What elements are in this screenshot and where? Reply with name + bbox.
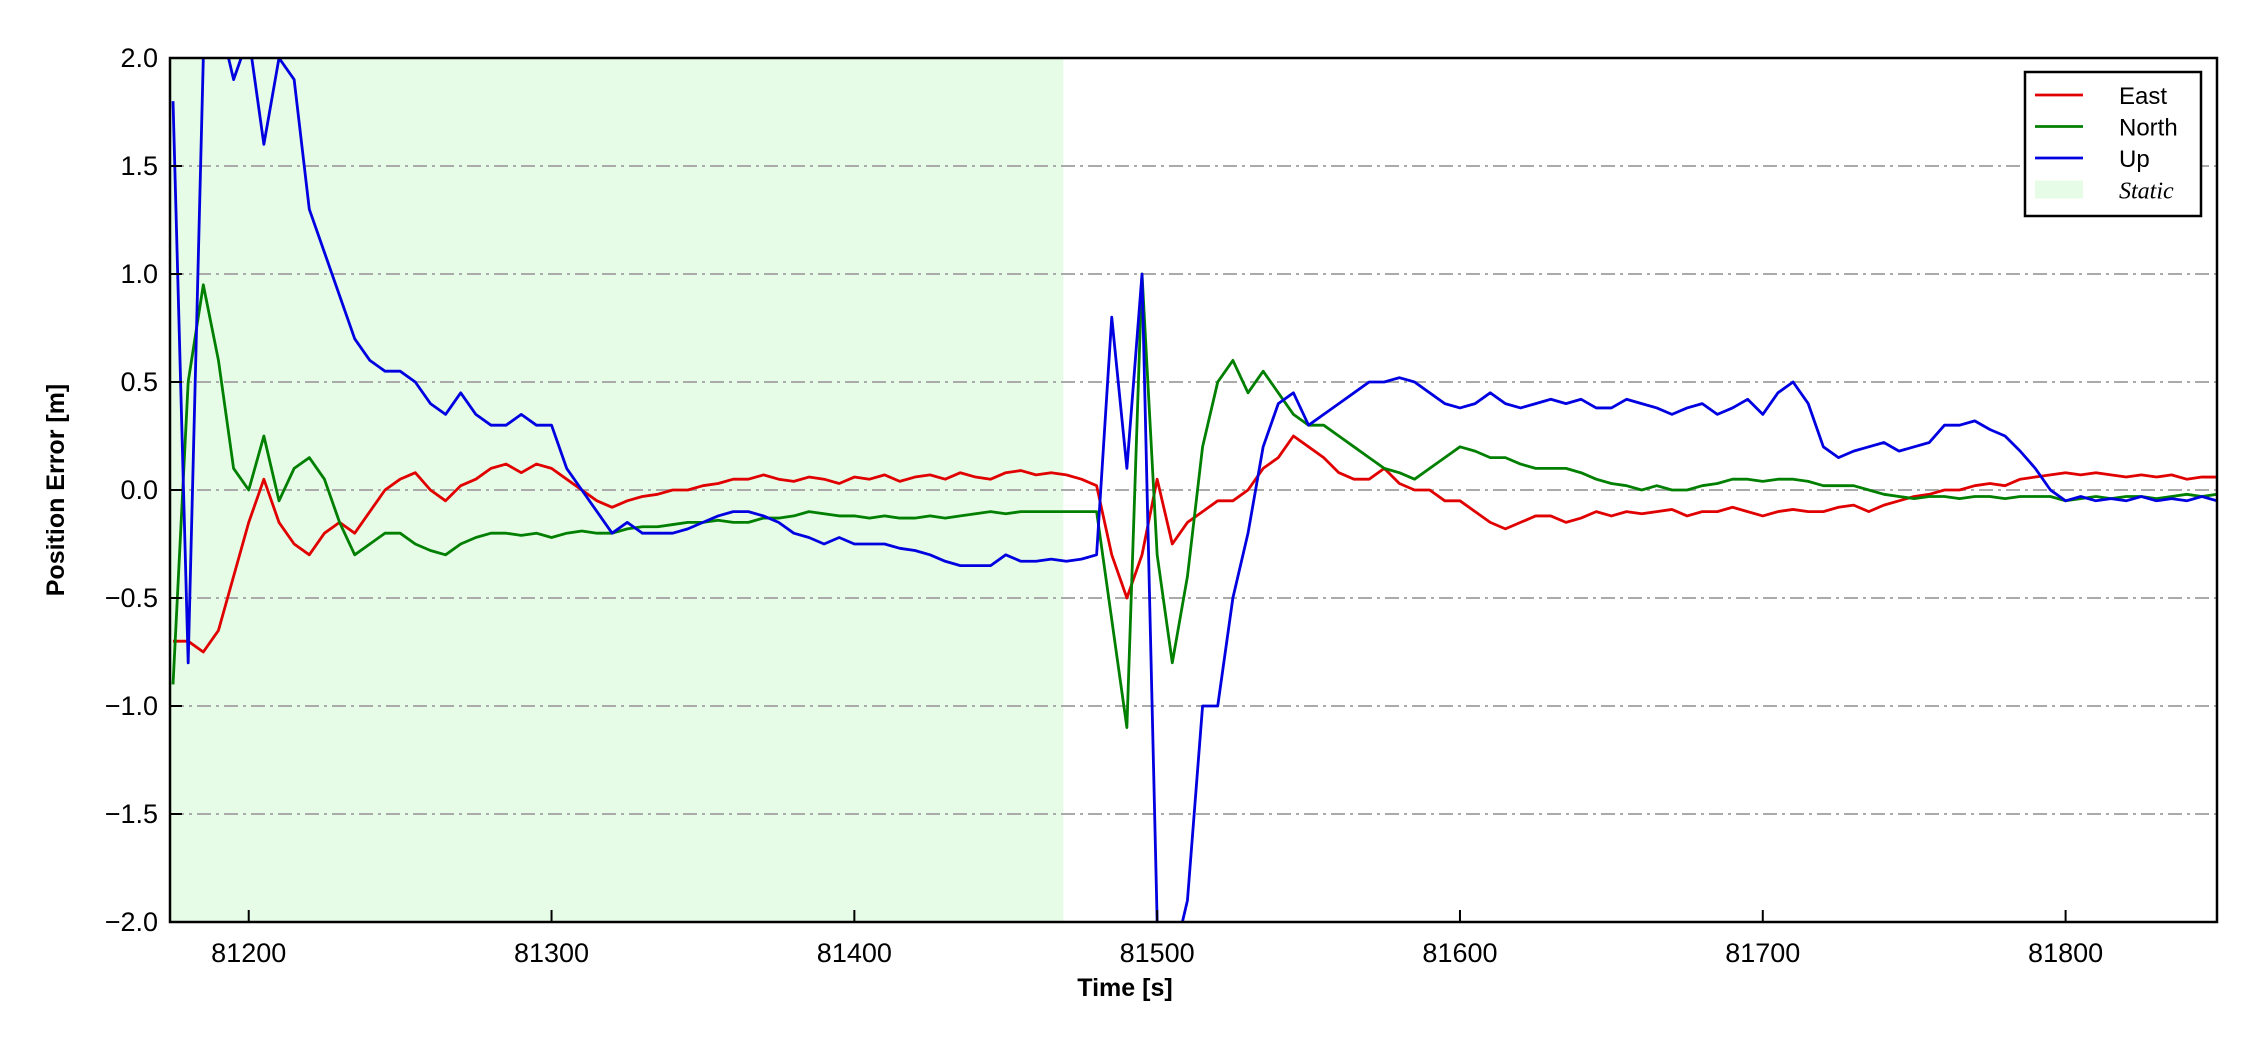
y-tick-label: −0.5	[105, 583, 158, 613]
legend-label: Up	[2119, 146, 2150, 173]
series-line	[171, 272, 2217, 729]
x-tick-label: 81300	[514, 938, 589, 968]
y-axis-label: Position Error [m]	[42, 384, 70, 597]
y-tick-label: −2.0	[105, 907, 158, 937]
plot-frame	[168, 56, 2219, 924]
legend-label: East	[2119, 83, 2167, 110]
legend-label: North	[2119, 115, 2178, 142]
y-tick-label: 0.0	[120, 475, 158, 505]
x-tick-label: 81600	[1422, 938, 1497, 968]
legend-label: Static	[2119, 179, 2174, 205]
y-tick-label: −1.0	[105, 691, 158, 721]
legend: East North Up Static	[2023, 70, 2203, 218]
x-tick-label: 81400	[817, 938, 892, 968]
y-tick-label: 1.5	[120, 151, 158, 181]
plot-area	[170, 58, 2217, 922]
y-tick-label: −1.5	[105, 799, 158, 829]
x-tick-label: 81800	[2028, 938, 2103, 968]
x-tick-label: 81700	[1725, 938, 1800, 968]
series-line	[171, 58, 2217, 922]
x-axis-label: Time [s]	[1077, 974, 1172, 1002]
y-tick-label: 2.0	[120, 43, 158, 73]
legend-swatch	[2035, 180, 2083, 199]
x-tick-label: 81500	[1120, 938, 1195, 968]
y-tick-label: 0.5	[120, 367, 158, 397]
x-tick-label: 81200	[211, 938, 286, 968]
y-tick-label: 1.0	[120, 259, 158, 289]
